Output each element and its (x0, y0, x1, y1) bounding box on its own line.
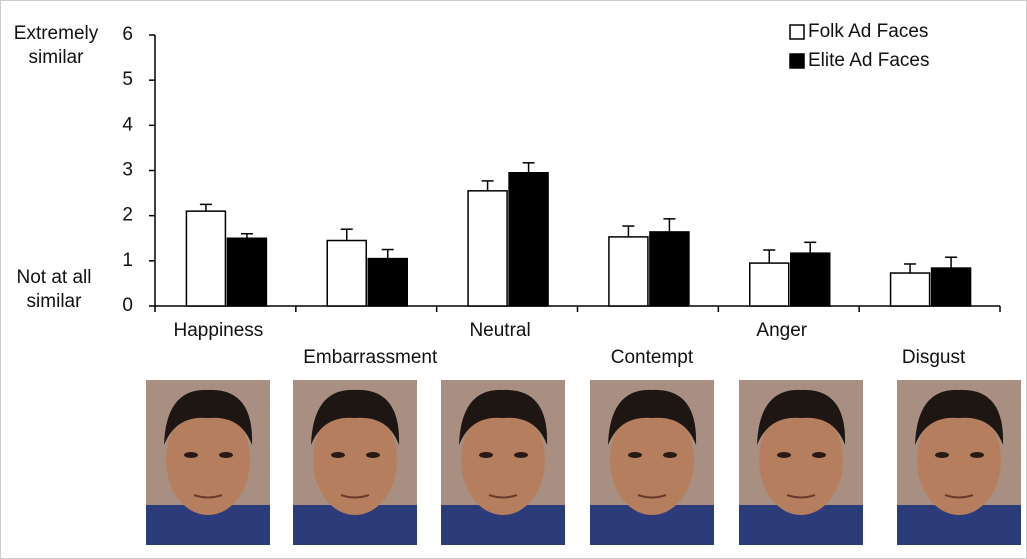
y-tick-label: 3 (122, 160, 133, 181)
bar (650, 232, 689, 306)
bar (932, 268, 971, 306)
bar (609, 237, 648, 306)
x-tick-label: Happiness (174, 320, 264, 341)
eye (219, 452, 233, 458)
eye (812, 452, 826, 458)
legend-label: Folk Ad Faces (808, 21, 928, 42)
eye (184, 452, 198, 458)
x-tick-label: Anger (756, 320, 807, 341)
x-tick-label: Embarrassment (303, 347, 438, 368)
y-top-annotation: Extremely similar (6, 22, 106, 70)
eye (366, 452, 380, 458)
bar (327, 241, 366, 306)
eye (331, 452, 345, 458)
eye (628, 452, 642, 458)
eye (514, 452, 528, 458)
y-tick-label: 1 (122, 250, 133, 271)
y-tick-label: 2 (122, 205, 133, 226)
eye (970, 452, 984, 458)
bar (186, 211, 225, 306)
x-tick-label: Neutral (469, 320, 530, 341)
legend-label: Elite Ad Faces (808, 50, 929, 71)
eye (663, 452, 677, 458)
face-photos (146, 380, 1021, 545)
page: 0 1 2 3 4 5 6 Happiness Embarrassment Neutral Cont… (0, 0, 1027, 559)
y-tick-label: 5 (122, 69, 133, 90)
y-tick-label: 4 (122, 114, 133, 135)
x-tick-label: Disgust (902, 347, 966, 368)
bar (791, 253, 830, 306)
bar (227, 238, 266, 306)
y-tick-label: 6 (122, 24, 133, 45)
eye (777, 452, 791, 458)
eye (479, 452, 493, 458)
chart: 0 1 2 3 4 5 6 Happiness Embarrassment Neutral Cont… (0, 0, 1027, 559)
bar (891, 273, 930, 306)
eye (935, 452, 949, 458)
bar (468, 191, 507, 306)
bar (750, 263, 789, 306)
legend-swatch (790, 25, 804, 39)
legend-swatch (790, 54, 804, 68)
bar (509, 173, 548, 306)
x-tick-label: Contempt (611, 347, 694, 368)
bar (368, 259, 407, 306)
y-tick-label: 0 (122, 295, 133, 316)
y-bottom-annotation: Not at all similar (4, 266, 104, 314)
